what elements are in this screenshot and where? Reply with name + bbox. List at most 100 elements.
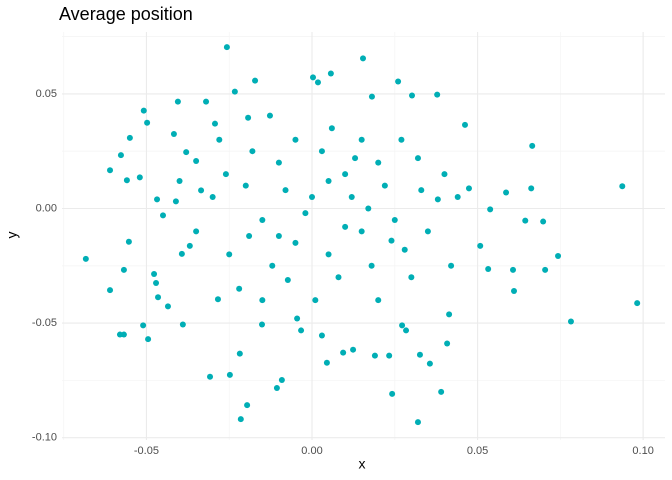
point: [186, 242, 193, 249]
point: [145, 336, 152, 343]
point: [510, 266, 517, 273]
point: [126, 134, 133, 141]
point: [414, 419, 421, 426]
point: [211, 120, 218, 127]
point: [350, 346, 357, 353]
point: [540, 218, 547, 225]
point: [275, 159, 282, 166]
point: [236, 285, 243, 292]
point: [368, 93, 375, 100]
x-tick-label: 0.10: [632, 445, 653, 457]
point: [120, 331, 127, 338]
point: [282, 187, 289, 194]
point: [388, 237, 395, 244]
point: [164, 303, 171, 310]
point: [342, 223, 349, 230]
point: [395, 78, 402, 85]
x-tick-label: 0.05: [467, 445, 488, 457]
x-tick-label: 0.00: [301, 445, 322, 457]
point: [477, 242, 484, 249]
point: [273, 384, 280, 391]
point: [398, 136, 405, 143]
point: [312, 297, 319, 304]
point: [275, 233, 282, 239]
point: [198, 187, 205, 194]
point: [503, 189, 510, 196]
point: [325, 251, 332, 258]
point: [358, 228, 365, 235]
point: [529, 142, 536, 149]
point: [485, 266, 492, 273]
point: [172, 198, 179, 205]
point: [335, 274, 342, 281]
point: [179, 321, 186, 328]
point: [155, 294, 162, 301]
point: [619, 183, 626, 190]
point: [340, 349, 347, 356]
point: [231, 88, 238, 95]
point: [193, 158, 200, 165]
point: [216, 136, 223, 143]
point: [120, 266, 127, 273]
point: [371, 352, 378, 359]
point: [416, 351, 423, 358]
point: [434, 196, 441, 203]
point: [426, 360, 433, 367]
point: [153, 279, 160, 286]
point: [414, 155, 421, 162]
point: [252, 77, 259, 84]
point: [183, 149, 190, 156]
point: [375, 159, 382, 166]
point: [441, 171, 448, 178]
point: [107, 287, 114, 294]
point: [555, 252, 562, 259]
point: [310, 74, 317, 81]
point: [151, 271, 158, 278]
point: [259, 321, 266, 328]
point: [207, 373, 214, 380]
point: [461, 121, 468, 128]
point: [292, 239, 299, 246]
point: [144, 119, 151, 126]
point: [528, 185, 535, 192]
point: [399, 322, 406, 329]
point: [244, 402, 251, 409]
chart-title: Average position: [59, 4, 193, 24]
point: [328, 125, 335, 132]
point: [438, 388, 445, 395]
point: [222, 171, 229, 178]
point: [409, 92, 416, 99]
point: [237, 416, 244, 423]
point: [314, 79, 321, 86]
point: [209, 194, 216, 201]
point: [375, 297, 382, 304]
point: [309, 194, 316, 201]
point: [249, 148, 256, 155]
point: [266, 112, 273, 119]
point: [567, 318, 574, 325]
y-tick-label: -0.05: [32, 317, 57, 329]
point: [154, 196, 161, 203]
point: [123, 177, 130, 184]
point: [246, 233, 253, 239]
point: [298, 327, 305, 334]
point: [424, 228, 431, 235]
point: [634, 300, 641, 307]
point: [434, 91, 441, 98]
point: [214, 296, 221, 303]
point: [511, 288, 518, 295]
point: [245, 114, 252, 121]
point: [107, 167, 114, 174]
point: [365, 205, 372, 212]
point: [408, 274, 415, 281]
point: [170, 131, 177, 137]
point: [323, 359, 330, 366]
point: [381, 182, 388, 189]
x-tick-label: -0.05: [134, 445, 159, 457]
point: [140, 107, 147, 114]
point: [444, 340, 451, 347]
x-axis-title: x: [359, 456, 366, 472]
point: [358, 136, 365, 143]
point: [352, 155, 359, 162]
point: [259, 297, 266, 304]
